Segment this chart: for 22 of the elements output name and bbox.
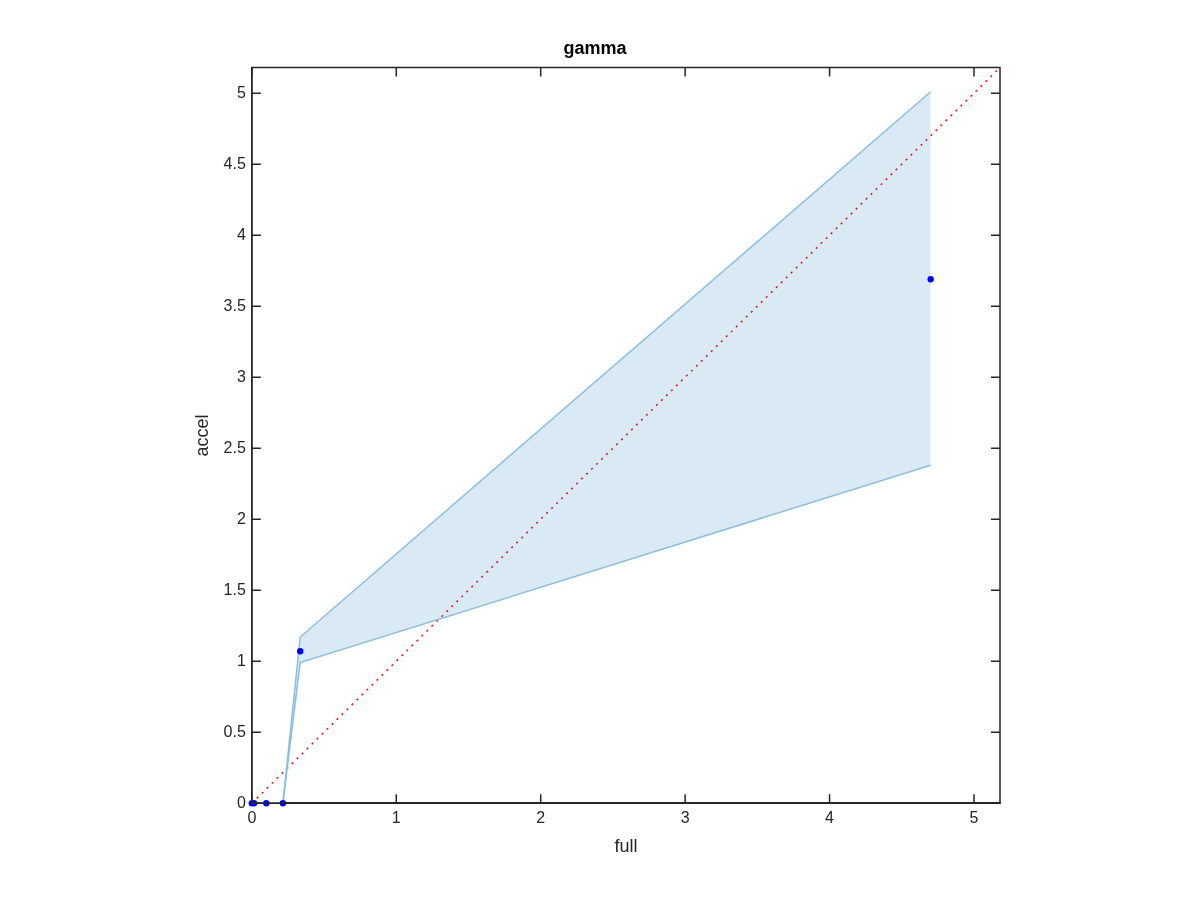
y-tick-label: 1 [236, 651, 246, 669]
y-tick-label: 4.5 [223, 154, 246, 172]
y-tick-label: 3.5 [223, 296, 246, 314]
x-tick-label: 3 [680, 809, 690, 827]
y-tick-label: 4 [236, 225, 246, 243]
y-tick-label: 5 [236, 83, 246, 101]
x-tick-label: 2 [536, 809, 546, 827]
y-tick-label: 2 [236, 509, 246, 527]
y-axis-title: accel [191, 414, 212, 457]
y-tick-label: 1.5 [223, 580, 246, 598]
x-axis-title: full [614, 836, 638, 857]
x-tick-label: 5 [969, 809, 979, 827]
y-tick-label: 2.5 [223, 438, 246, 456]
y-tick-label: 3 [236, 367, 246, 385]
y-tick-label: 0.5 [223, 722, 246, 740]
point [297, 648, 304, 655]
y-tick-label: 0 [236, 793, 246, 811]
chart-title: gamma [563, 37, 628, 58]
x-tick-label: 0 [247, 809, 257, 827]
x-tick-label: 4 [825, 809, 835, 827]
x-tick-label: 1 [391, 809, 401, 827]
point [927, 275, 934, 283]
